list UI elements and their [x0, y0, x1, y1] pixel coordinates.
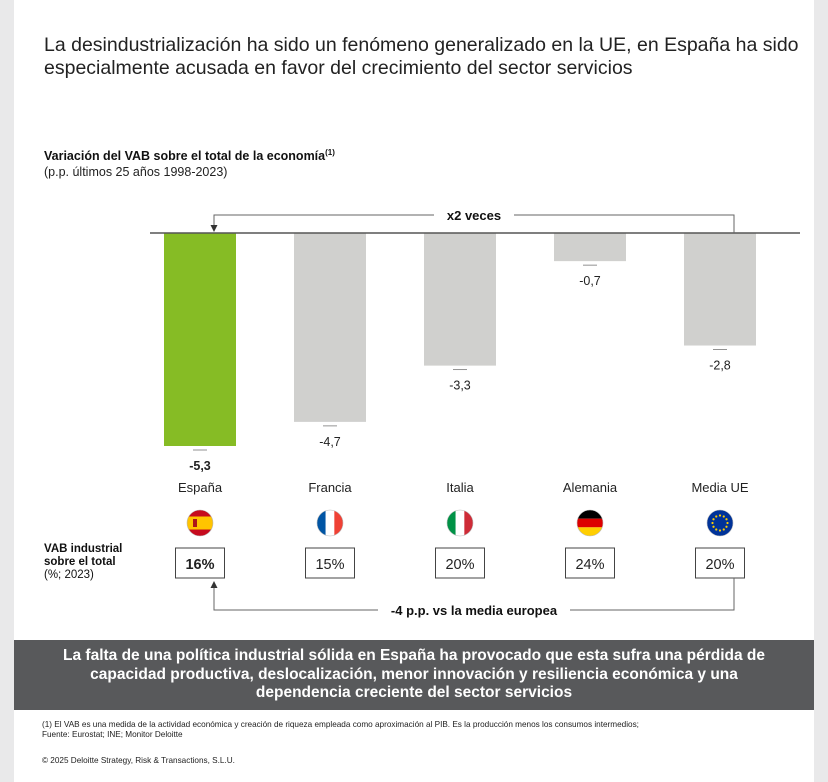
chart-title-text: Variación del VAB sobre el total de la e…: [44, 149, 326, 164]
category-label-3: Italia: [446, 480, 474, 495]
bottom-connector-right: [570, 578, 735, 611]
bar-chart: -5,3 -4,7 -3,3 -0,7 -2,8 x2 veces España Franci…: [150, 208, 800, 618]
top-annotation: x2 veces: [447, 208, 501, 223]
flag-outline-3: [446, 509, 474, 537]
bottom-annotation: -4 p.p. vs la media europea: [391, 603, 558, 618]
footnote-source: Fuente: Eurostat; INE; Monitor Deloitte: [42, 730, 183, 739]
france-flag-icon: [317, 510, 343, 536]
share-sublabel: (%; 2023): [44, 569, 94, 581]
bar-4: [554, 233, 626, 262]
value-label-5: -2,8: [709, 359, 731, 373]
footnotes: (1) El VAB es una medida de la actividad…: [42, 720, 802, 740]
page-title: La desindustrialización ha sido un fenóm…: [44, 34, 799, 79]
flag-outline-5: [706, 509, 734, 537]
bottom-connector-left: [213, 586, 378, 611]
bar-1: [164, 233, 236, 446]
share-label-line1: VAB industrial: [44, 543, 123, 555]
bar-3: [424, 233, 496, 366]
bar-2: [294, 233, 366, 422]
share-value-5: 20%: [705, 557, 734, 573]
chart-title: Variación del VAB sobre el total de la e…: [44, 148, 335, 163]
top-connector-right: [514, 214, 735, 233]
share-box-1: [175, 547, 225, 579]
category-label-5: Media UE: [691, 480, 748, 495]
share-box-3: [435, 547, 485, 579]
category-label-4: Alemania: [563, 480, 618, 495]
copyright: © 2025 Deloitte Strategy, Risk & Transac…: [42, 756, 235, 765]
bar-5: [684, 233, 756, 346]
share-value-2: 15%: [315, 557, 344, 573]
value-label-2: -4,7: [319, 435, 341, 449]
share-box-4: [565, 547, 615, 579]
value-label-4: -0,7: [579, 274, 601, 288]
category-label-1: España: [178, 480, 223, 495]
top-connector-left: [213, 214, 434, 226]
chart-title-footnote-mark: (1): [325, 148, 335, 157]
share-box-5: [695, 547, 745, 579]
bottom-arrowhead: [210, 581, 218, 588]
italy-flag-icon: [447, 510, 473, 536]
value-label-1: -5,3: [189, 459, 211, 473]
germany-flag-icon: [577, 510, 603, 536]
share-box-2: [305, 547, 355, 579]
conclusion-banner: La falta de una política industrial sóli…: [14, 640, 814, 710]
top-arrowhead: [210, 225, 218, 232]
spain-flag-icon: [187, 510, 213, 536]
share-value-3: 20%: [445, 557, 474, 573]
footnote-definition: (1) El VAB es una medida de la actividad…: [42, 720, 639, 729]
flag-outline-4: [576, 509, 604, 537]
chart-subtitle: (p.p. últimos 25 años 1998-2023): [44, 165, 228, 179]
share-value-1: 16%: [185, 557, 214, 573]
eu-flag-icon: [707, 510, 733, 536]
flag-outline-1: [186, 509, 214, 537]
value-label-3: -3,3: [449, 379, 471, 393]
share-label-line2: sobre el total: [44, 556, 116, 568]
category-label-2: Francia: [308, 480, 352, 495]
share-label: VAB industrial sobre el total (%; 2023): [44, 543, 122, 582]
infographic-card: La desindustrialización ha sido un fenóm…: [14, 0, 814, 782]
share-value-4: 24%: [575, 557, 604, 573]
flag-outline-2: [316, 509, 344, 537]
